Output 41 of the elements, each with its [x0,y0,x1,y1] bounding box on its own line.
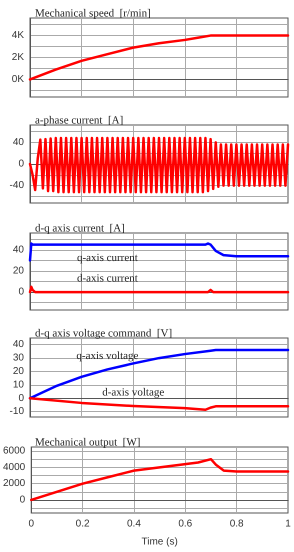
y-tick-label: 40 [12,339,24,350]
line-series [30,458,290,502]
line-series [28,136,290,194]
x-tick-label: 1 [285,518,292,530]
x-axis-title: Time (s) [141,536,178,548]
series-label: q-axis current [77,252,138,264]
y-tick-label: 4K [12,30,24,42]
chart-title: d-q axis current [A] [35,222,125,234]
y-tick-label: -10 [10,406,24,418]
chart-title: d-q axis voltage command [V] [35,328,172,340]
y-tick-label: 30 [12,352,24,364]
y-tick-label: 40 [12,136,24,148]
line-series [28,397,290,412]
y-tick-label: 10 [12,379,24,390]
y-tick-label: -40 [10,180,24,192]
chart-title: Mechanical speed [r/min] [35,8,151,20]
line-series [28,242,290,262]
y-tick-label: 2K [12,52,24,63]
x-tick-label: 0.2 [76,518,90,530]
series-label: d-axis current [77,272,138,285]
y-tick-label: 0 [20,494,26,506]
series-label: q-axis voltage [76,350,139,362]
series-label: d-axis voltage [102,386,164,399]
y-tick-label: 2000 [2,478,26,490]
y-tick-label: 0 [18,392,24,404]
y-tick-label: 0K [12,74,24,85]
chart-title: a-phase current [A] [35,114,124,126]
x-tick-label: 0.4 [126,518,142,530]
x-tick-label: 0 [28,518,34,530]
x-tick-label: 0.6 [178,518,193,530]
y-tick-label: 6000 [2,446,26,457]
chart-title: Mechanical output [W] [35,436,140,448]
line-series [28,34,290,81]
y-tick-label: 0 [18,158,24,170]
y-tick-label: 40 [12,244,24,256]
y-tick-label: 4000 [2,462,26,473]
y-tick-label: 20 [12,265,24,276]
x-tick-label: 0.8 [230,518,244,530]
y-tick-label: 0 [18,286,24,298]
line-series [28,348,290,400]
y-tick-label: 20 [12,366,24,377]
